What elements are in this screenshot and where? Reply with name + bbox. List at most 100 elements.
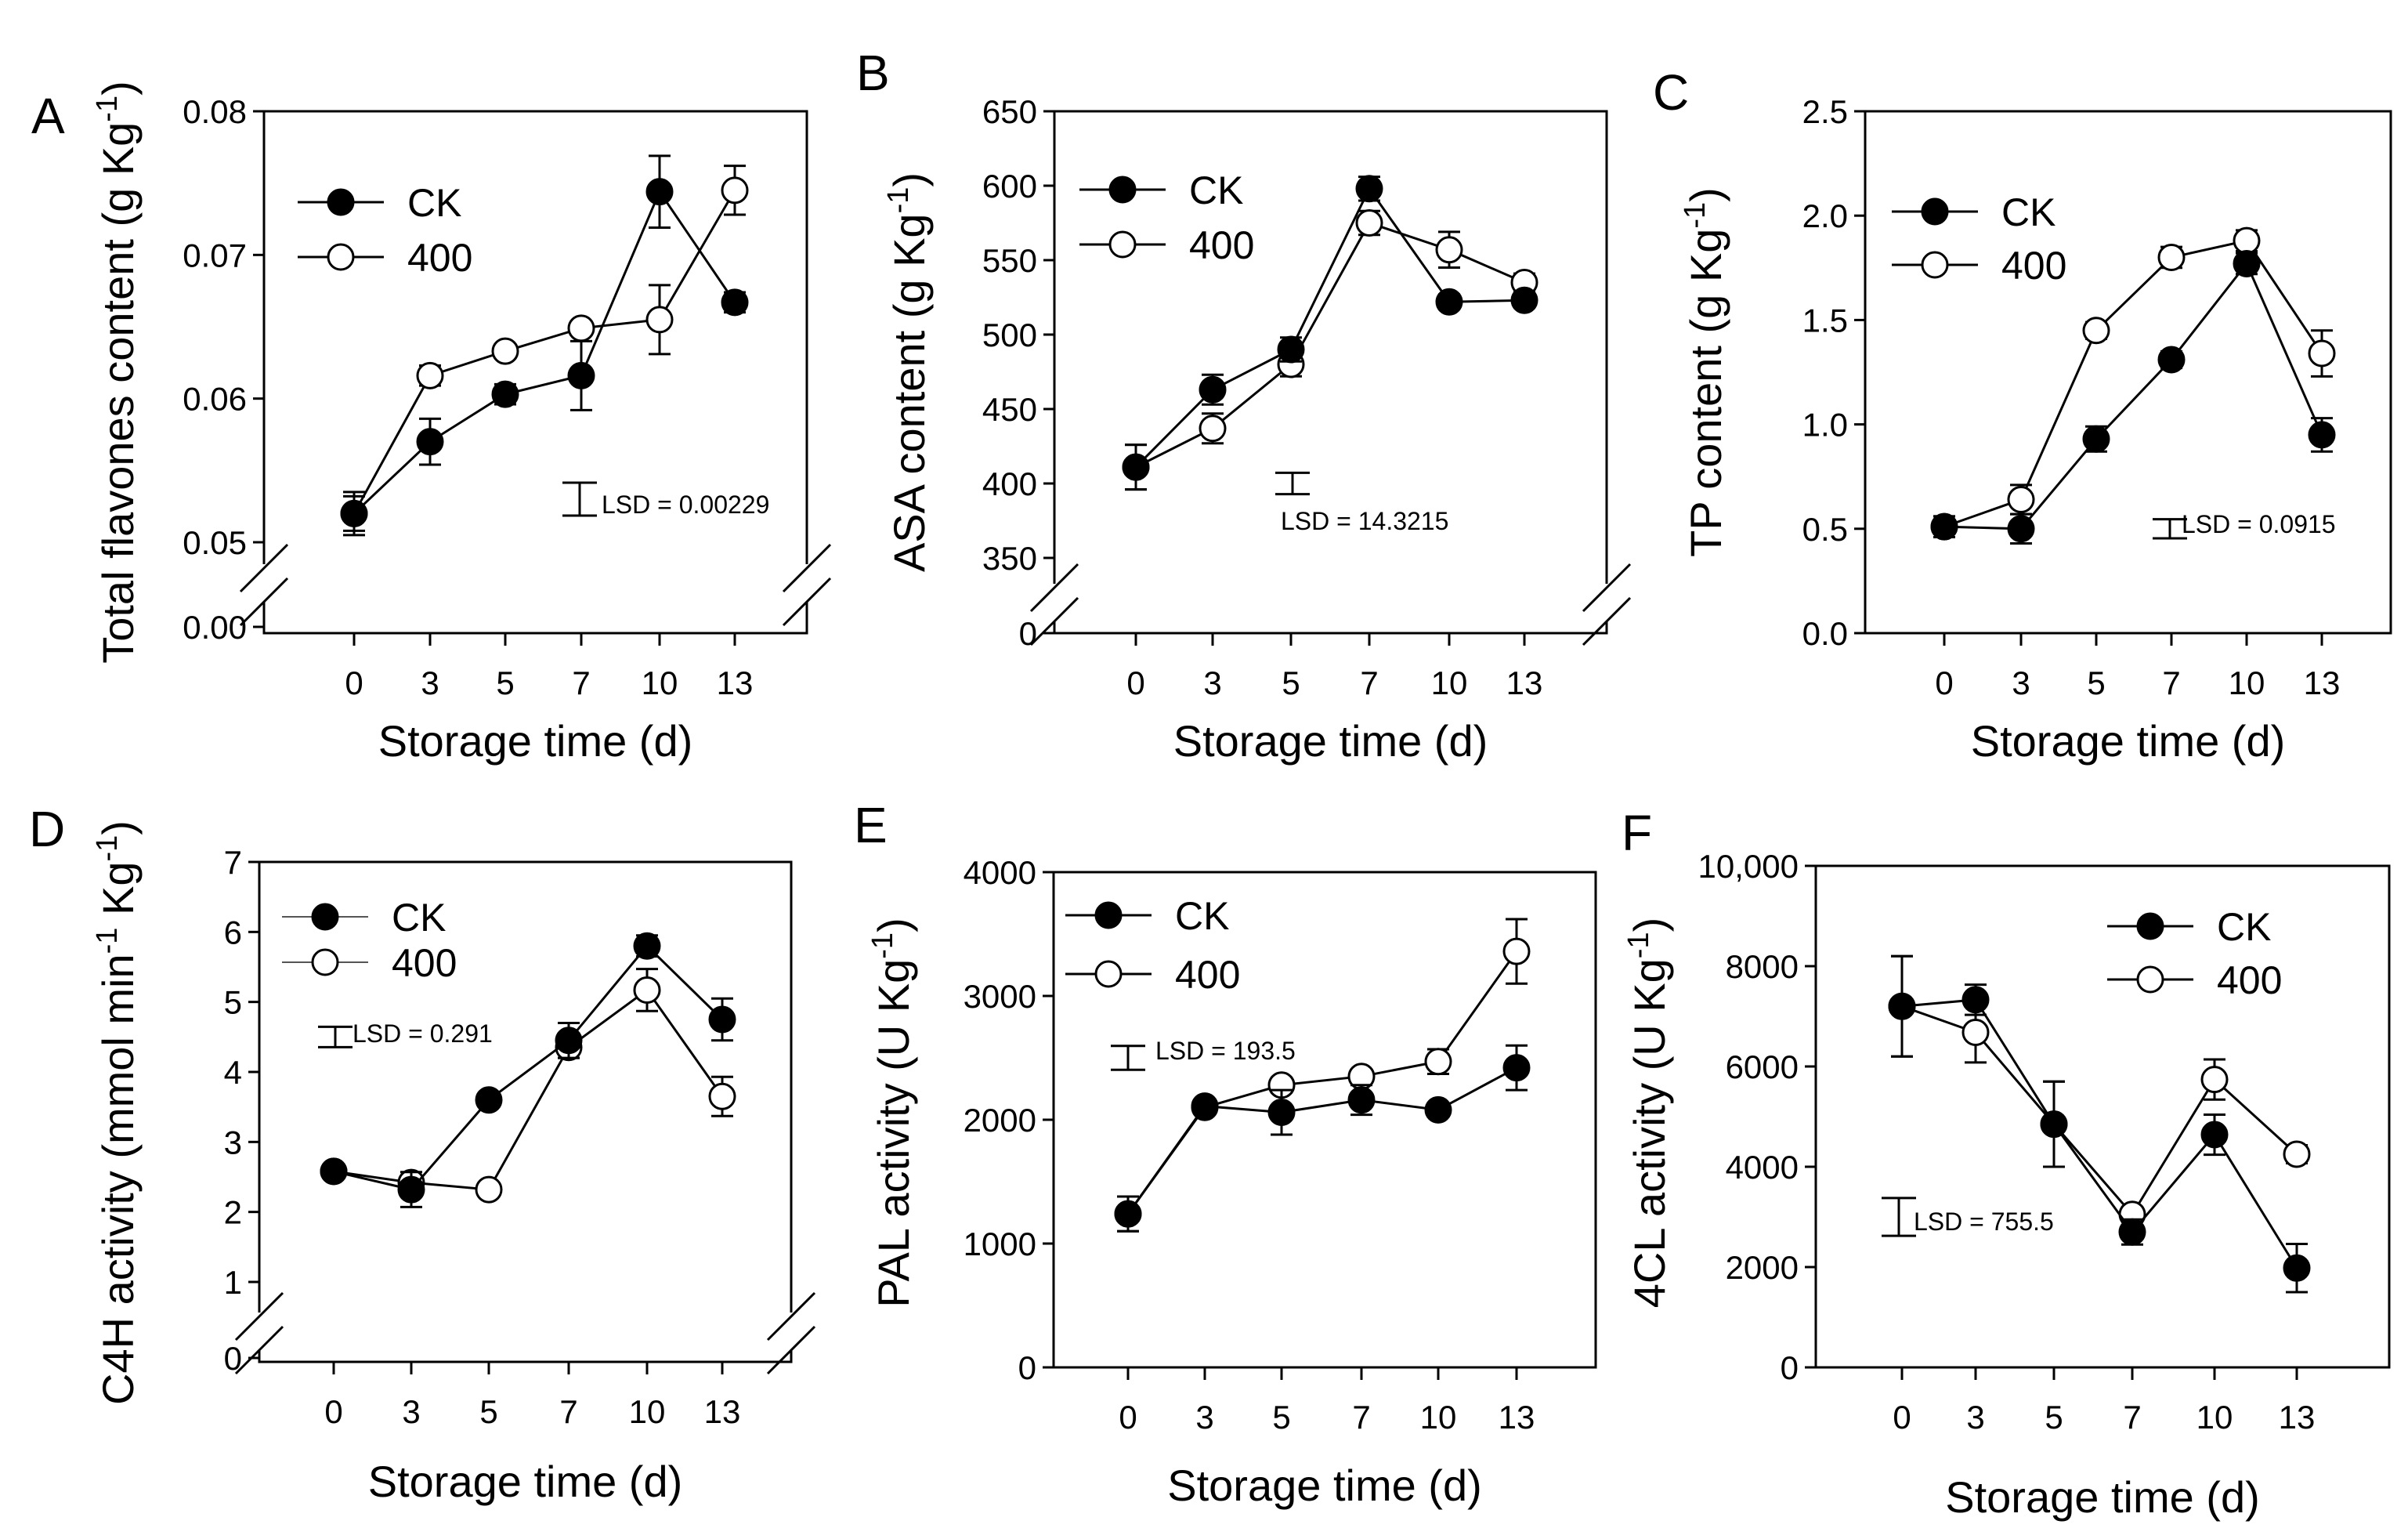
- y-axis-label-superscript: -1: [1622, 932, 1655, 958]
- data-point: [2233, 226, 2261, 255]
- y-tick-label: 2000: [964, 1102, 1036, 1139]
- x-tick-label: 0: [324, 1393, 342, 1430]
- y-axis-label-close: ): [869, 918, 918, 932]
- series-400: [1122, 209, 1538, 491]
- axis-break-mark: [782, 577, 832, 627]
- legend-entry-ck: CK: [2107, 905, 2271, 949]
- legend-label: CK: [1175, 894, 1229, 938]
- y-axis-label-main: ASA content (g Kg: [884, 213, 934, 572]
- plot-frame-upper: [1053, 110, 1608, 584]
- axis-break-mark: [1029, 596, 1079, 646]
- data-point: [1347, 1086, 1376, 1114]
- axis-break-mark: [1582, 596, 1632, 646]
- data-point: [555, 1027, 583, 1055]
- y-tick-label: 4000: [964, 854, 1036, 891]
- x-axis-label: Storage time (d): [1971, 716, 2286, 766]
- y-tick-label: 0.08: [183, 93, 247, 130]
- x-tick-label: 13: [2279, 1399, 2316, 1436]
- data-point: [2007, 515, 2035, 543]
- data-point: [1191, 1092, 1219, 1121]
- data-point: [708, 1005, 736, 1034]
- data-point: [1930, 512, 1958, 541]
- panel-letter: A: [31, 88, 65, 144]
- y-axis-label-close: ): [93, 820, 143, 835]
- data-point: [1199, 375, 1227, 404]
- y-tick-label: 6000: [1726, 1048, 1799, 1085]
- data-point: [2308, 421, 2336, 449]
- data-point: [340, 499, 368, 527]
- legend-label: 400: [392, 941, 457, 985]
- axis-break-mark: [1029, 563, 1079, 613]
- y-tick-label: 7: [224, 844, 242, 881]
- lsd-bar: [1275, 471, 1310, 496]
- x-tick-label: 0: [1893, 1399, 1911, 1436]
- data-point: [1510, 286, 1538, 314]
- x-tick-label: 7: [572, 664, 590, 701]
- lsd-bar: [2153, 518, 2187, 540]
- x-tick-label: 5: [1282, 664, 1300, 701]
- y-axis-label-close: ): [93, 81, 143, 96]
- y-axis-label-main: 4CL activity (U Kg: [1625, 958, 1674, 1308]
- y-tick-label: 0: [224, 1340, 242, 1377]
- data-point: [567, 361, 595, 389]
- x-tick-label: 7: [2123, 1399, 2141, 1436]
- legend-label: 400: [2217, 958, 2282, 1002]
- plot-frame-lower: [258, 1350, 793, 1363]
- y-axis-label: 4CL activity (U Kg-1): [1622, 918, 1674, 1309]
- data-point: [1355, 175, 1383, 203]
- data-point: [1122, 453, 1150, 481]
- data-point: [1267, 1099, 1296, 1127]
- x-tick-label: 10: [2229, 664, 2265, 701]
- legend-label: 400: [407, 236, 472, 280]
- x-tick-label: 7: [559, 1393, 577, 1430]
- data-point: [2082, 317, 2110, 345]
- y-tick-label: 6: [224, 914, 242, 950]
- lsd-bar: [1111, 1045, 1145, 1071]
- x-axis-label: Storage time (d): [1173, 716, 1488, 766]
- x-tick-label: 13: [2304, 664, 2341, 701]
- x-tick-label: 7: [1360, 664, 1378, 701]
- y-tick-label: 1.0: [1802, 407, 1848, 444]
- plot-frame: [1864, 110, 2392, 635]
- x-tick-label: 7: [1352, 1399, 1370, 1436]
- data-point: [2082, 425, 2110, 453]
- series-400: [1930, 226, 2336, 541]
- chart-panel-f: F 0 2000 4000 6000 8000 10,000 0 3 5 7 10 13 Storage …: [1622, 805, 2391, 1522]
- x-tick-label: 3: [1195, 1399, 1213, 1436]
- x-tick-label: 3: [1203, 664, 1221, 701]
- y-tick-label: 0.00: [183, 609, 247, 646]
- series-400: [320, 968, 736, 1204]
- y-axis-label-superscript: -1: [1679, 202, 1712, 229]
- lsd-indicator: LSD = 755.5: [1882, 1197, 2054, 1237]
- data-point: [1961, 1018, 1990, 1046]
- lsd-indicator: LSD = 0.291: [318, 1019, 493, 1048]
- lsd-indicator: LSD = 193.5: [1111, 1037, 1296, 1071]
- x-axis-label: Storage time (d): [378, 716, 693, 766]
- plot-frame-upper: [258, 860, 793, 1313]
- data-point: [633, 976, 661, 1004]
- x-axis-label: Storage time (d): [368, 1457, 683, 1506]
- y-axis-label-superscript: -1: [882, 187, 915, 214]
- y-tick-label: 350: [982, 540, 1037, 577]
- x-tick-label: 10: [629, 1393, 666, 1430]
- y-tick-label: 3: [224, 1124, 242, 1160]
- data-point: [1424, 1048, 1452, 1076]
- legend-label: 400: [1175, 953, 1240, 997]
- axis-break-mark: [234, 1325, 284, 1375]
- legend-label: 400: [2001, 244, 2066, 288]
- data-point: [491, 337, 519, 365]
- lsd-bar: [318, 1025, 353, 1048]
- legend-entry-400: 400: [298, 236, 472, 280]
- y-axis-label: Total flavones content (g Kg-1): [91, 81, 143, 664]
- x-tick-label: 10: [1420, 1399, 1457, 1436]
- plot-frame-lower: [262, 602, 808, 635]
- x-tick-label: 13: [717, 664, 754, 701]
- y-tick-label: 1.5: [1802, 302, 1848, 339]
- y-tick-label: 2.5: [1802, 93, 1848, 130]
- legend-marker: [311, 903, 339, 931]
- y-tick-label: 500: [982, 317, 1037, 353]
- data-point: [633, 932, 661, 960]
- x-tick-label: 5: [496, 664, 514, 701]
- data-point: [1199, 415, 1227, 443]
